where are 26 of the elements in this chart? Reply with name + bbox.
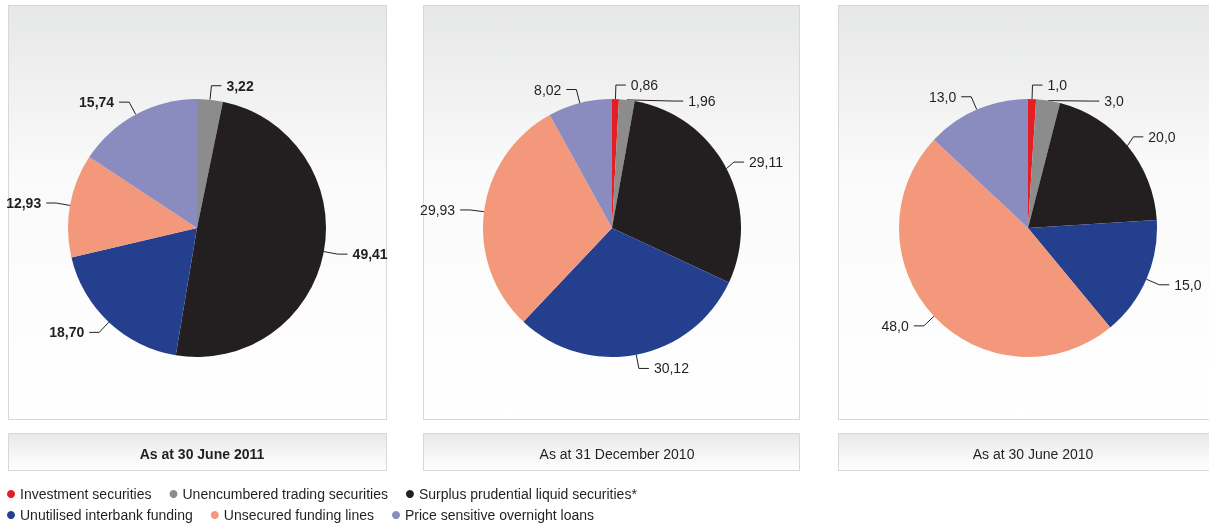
data-label: 13,0 [928, 88, 957, 105]
data-label: 1,0 [1047, 77, 1068, 94]
legend-label: Unutilised interbank funding [20, 507, 193, 523]
legend-label: Price sensitive overnight loans [404, 507, 595, 523]
data-label: 1,96 [688, 93, 716, 110]
data-label: 29,11 [748, 154, 784, 171]
legend-label: Unsecured funding lines [223, 507, 374, 523]
data-label: 20,0 [1148, 128, 1176, 145]
data-label: 48,0 [881, 317, 909, 334]
data-label: 3,22 [226, 77, 254, 94]
legend-label: Investment securities [20, 486, 152, 502]
data-label: 18,70 [49, 324, 85, 341]
data-label: 0,86 [630, 77, 659, 94]
legend-label: Unencumbered trading securities [182, 486, 388, 502]
data-label: 3,0 [1104, 93, 1124, 110]
data-label: 29,93 [420, 201, 456, 218]
data-label: 15,0 [1174, 276, 1202, 293]
legend-label: Surplus prudential liquid securities* [418, 486, 638, 502]
data-label: 15,74 [79, 94, 115, 111]
slice-label: As at 31 December 2010 [539, 446, 695, 462]
slice-label: As at 30 June 2011 [139, 446, 265, 462]
slice-label: As at 30 June 2010 [972, 446, 1094, 462]
data-label: 49,41 [352, 246, 388, 263]
data-label: 8,02 [534, 81, 562, 98]
data-label: 12,93 [6, 195, 42, 212]
data-label: 30,12 [653, 360, 690, 377]
